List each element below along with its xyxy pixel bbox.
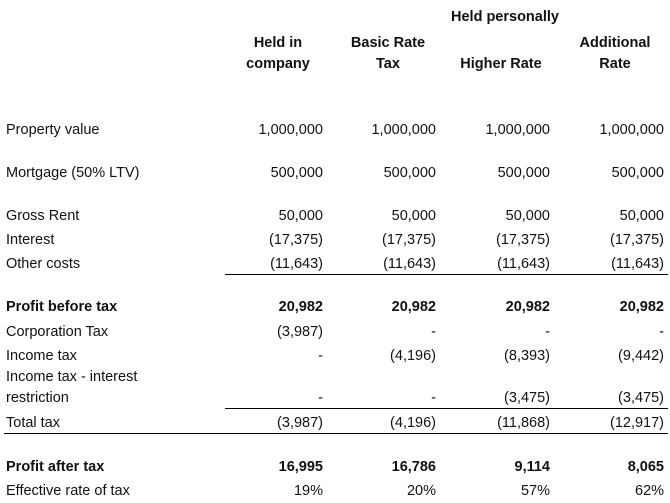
cell-gross-rent-additional: 50,000 — [619, 208, 664, 224]
cell-effective-rate-basic: 20% — [406, 483, 436, 499]
cell-mortgage-additional: 500,000 — [611, 165, 664, 181]
cell-other-costs-additional: (11,643) — [611, 256, 664, 272]
cell-profit-before-tax-additional: 20,982 — [619, 299, 664, 315]
row-label-mortgage: Mortgage (50% LTV) — [6, 165, 140, 181]
subtotal-rule — [225, 274, 668, 275]
cell-corporation-tax-company: (3,987) — [277, 324, 323, 340]
held-personally-group-header: Held personally — [451, 9, 559, 25]
cell-property-value-higher: 1,000,000 — [485, 122, 550, 138]
col-header-additional-rate-line2: Rate — [599, 56, 631, 72]
cell-income-tax-company: - — [318, 348, 323, 364]
row-label-income-tax-interest-line2: restriction — [6, 390, 69, 406]
cell-income-tax-interest-company: - — [318, 390, 323, 406]
cell-income-tax-interest-higher: (3,475) — [504, 390, 550, 406]
col-header-higher-rate: Higher Rate — [460, 56, 542, 72]
cell-interest-higher: (17,375) — [495, 232, 550, 248]
row-label-income-tax-interest-line1: Income tax - interest — [6, 369, 138, 385]
cell-profit-before-tax-higher: 20,982 — [505, 299, 550, 315]
cell-gross-rent-company: 50,000 — [278, 208, 323, 224]
cell-profit-before-tax-basic: 20,982 — [391, 299, 436, 315]
cell-effective-rate-company: 19% — [293, 483, 323, 499]
row-label-income-tax: Income tax — [6, 348, 77, 364]
cell-other-costs-company: (11,643) — [270, 256, 323, 272]
cell-effective-rate-additional: 62% — [634, 483, 664, 499]
row-label-profit-after-tax: Profit after tax — [6, 459, 105, 475]
cell-interest-additional: (17,375) — [609, 232, 664, 248]
col-header-held-in-company-line1: Held in — [253, 35, 303, 51]
col-header-basic-rate-line2: Tax — [376, 56, 400, 72]
row-label-interest: Interest — [6, 232, 55, 248]
col-header-additional-rate-line1: Additional — [579, 35, 651, 51]
cell-total-tax-basic: (4,196) — [390, 415, 436, 431]
cell-profit-after-tax-higher: 9,114 — [514, 459, 551, 475]
col-header-basic-rate-line1: Basic Rate — [350, 35, 426, 51]
cell-profit-before-tax-company: 20,982 — [278, 299, 323, 315]
row-label-property-value: Property value — [6, 122, 100, 138]
cell-profit-after-tax-additional: 8,065 — [627, 459, 664, 475]
cell-corporation-tax-additional: - — [659, 324, 664, 340]
cell-income-tax-interest-additional: (3,475) — [618, 390, 664, 406]
row-label-effective-rate: Effective rate of tax — [6, 483, 130, 499]
cell-gross-rent-basic: 50,000 — [391, 208, 436, 224]
cell-profit-after-tax-company: 16,995 — [278, 459, 323, 475]
cell-other-costs-higher: (11,643) — [497, 256, 550, 272]
cell-interest-company: (17,375) — [268, 232, 323, 248]
cell-property-value-basic: 1,000,000 — [371, 122, 436, 138]
row-label-total-tax: Total tax — [6, 415, 60, 431]
cell-property-value-additional: 1,000,000 — [599, 122, 664, 138]
row-label-corporation-tax: Corporation Tax — [6, 324, 109, 340]
cell-property-value-company: 1,000,000 — [258, 122, 323, 138]
cell-total-tax-additional: (12,917) — [609, 415, 664, 431]
cell-total-tax-higher: (11,868) — [497, 415, 550, 431]
cell-total-tax-company: (3,987) — [277, 415, 323, 431]
row-label-profit-before-tax: Profit before tax — [6, 299, 118, 315]
cell-effective-rate-higher: 57% — [520, 483, 550, 499]
row-label-other-costs: Other costs — [6, 256, 81, 272]
cell-corporation-tax-basic: - — [431, 324, 436, 340]
total-tax-bottom-rule — [4, 433, 668, 434]
cell-income-tax-additional: (9,442) — [618, 348, 664, 364]
cell-other-costs-basic: (11,643) — [383, 256, 436, 272]
total-tax-top-rule — [225, 408, 668, 409]
cell-income-tax-basic: (4,196) — [390, 348, 436, 364]
cell-income-tax-interest-basic: - — [431, 390, 436, 406]
row-label-gross-rent: Gross Rent — [6, 208, 80, 224]
cell-mortgage-basic: 500,000 — [383, 165, 436, 181]
cell-income-tax-higher: (8,393) — [504, 348, 550, 364]
cell-mortgage-company: 500,000 — [270, 165, 323, 181]
cell-profit-after-tax-basic: 16,786 — [391, 459, 436, 475]
cell-interest-basic: (17,375) — [381, 232, 436, 248]
cell-corporation-tax-higher: - — [545, 324, 550, 340]
cell-gross-rent-higher: 50,000 — [505, 208, 550, 224]
col-header-held-in-company-line2: company — [246, 56, 310, 72]
cell-mortgage-higher: 500,000 — [497, 165, 550, 181]
